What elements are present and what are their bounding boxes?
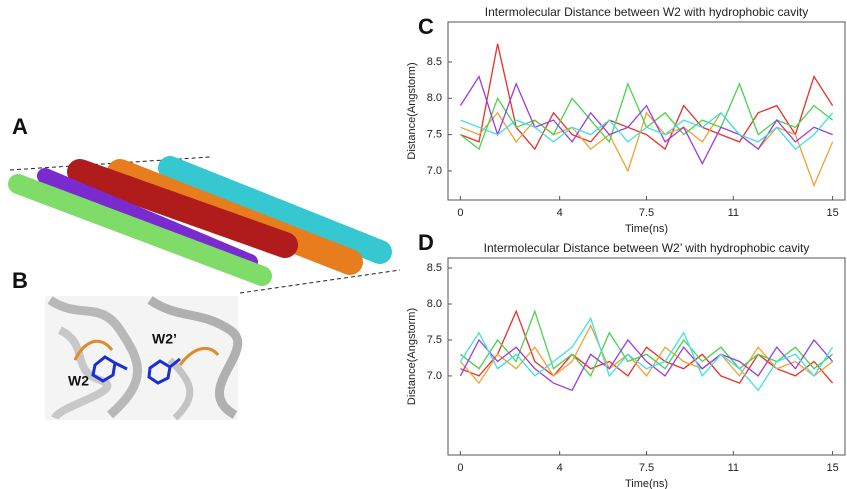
y-tick-label: 7.5 xyxy=(427,334,442,346)
fibril-strand xyxy=(158,156,392,264)
dashed-guide xyxy=(239,269,401,294)
data-line xyxy=(460,309,834,384)
y-tick-label: 8.5 xyxy=(427,262,442,274)
plot-frame xyxy=(447,21,846,201)
x-tick-label: 11 xyxy=(728,462,739,474)
dashed-guide xyxy=(9,156,211,171)
y-tick-label: 8.0 xyxy=(427,298,442,310)
x-tick-label: 11 xyxy=(728,207,739,219)
chart-title: Intermolecular Distance between W2’ with… xyxy=(484,241,810,255)
fibril-strand xyxy=(8,174,272,286)
y-axis-label: Distance(Angstorm) xyxy=(406,308,418,405)
panel-label: D xyxy=(418,230,434,255)
x-tick-label: 15 xyxy=(826,207,838,219)
data-line xyxy=(460,43,834,151)
data-line xyxy=(460,309,833,378)
panel-label: C xyxy=(418,14,434,39)
data-line xyxy=(460,111,834,150)
fibril-strand xyxy=(67,159,298,258)
structure-label: W2 xyxy=(68,373,89,389)
panel-label: A xyxy=(12,114,28,139)
x-tick-label: 15 xyxy=(826,462,838,474)
x-axis-label: Time(ns) xyxy=(625,223,668,235)
x-tick-label: 0 xyxy=(457,462,463,474)
y-axis-label: Distance(Angstorm) xyxy=(406,62,418,159)
data-line xyxy=(460,111,834,188)
fibril-image xyxy=(8,156,401,294)
y-tick-label: 7.5 xyxy=(427,129,442,141)
y-tick-label: 8.5 xyxy=(427,56,442,68)
y-tick-label: 7.0 xyxy=(427,370,442,382)
structure-label: W2’ xyxy=(152,331,177,347)
loop xyxy=(178,346,220,366)
y-tick-label: 8.0 xyxy=(427,92,442,104)
x-tick-label: 7.5 xyxy=(639,207,654,219)
y-tick-label: 7.0 xyxy=(427,165,442,177)
ligand xyxy=(91,355,128,383)
structure-image xyxy=(45,296,243,421)
data-line xyxy=(459,338,834,392)
ligand xyxy=(147,357,181,385)
x-tick-label: 7.5 xyxy=(639,462,654,474)
panel-label: B xyxy=(12,268,28,293)
x-tick-label: 0 xyxy=(457,207,463,219)
fibril-strand xyxy=(37,168,258,270)
data-line xyxy=(459,316,834,392)
ribbon xyxy=(147,296,243,419)
x-tick-label: 4 xyxy=(557,207,563,219)
ribbon xyxy=(47,296,142,419)
x-tick-label: 4 xyxy=(557,462,563,474)
data-line xyxy=(460,81,833,151)
chart-title: Intermolecular Distance between W2 with … xyxy=(485,5,808,19)
data-line xyxy=(459,74,833,166)
loop xyxy=(73,339,114,361)
x-axis-label: Time(ns) xyxy=(625,478,668,489)
ribbon xyxy=(167,357,194,421)
